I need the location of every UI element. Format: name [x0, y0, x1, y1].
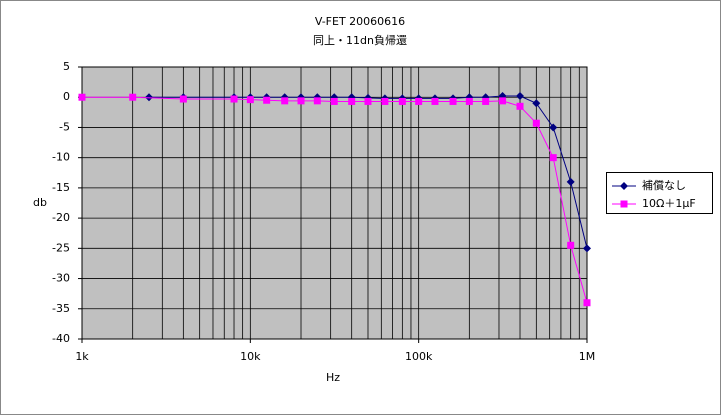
y-tick-label: 0	[63, 90, 70, 103]
marker	[230, 95, 238, 103]
marker	[431, 97, 439, 105]
marker	[566, 177, 575, 186]
marker	[381, 97, 389, 105]
y-tick-label: -5	[59, 120, 70, 133]
marker	[465, 97, 473, 105]
x-tick-label: 1k	[75, 350, 89, 363]
marker	[129, 93, 137, 101]
marker	[532, 99, 541, 108]
x-axis-label: Hz	[326, 371, 340, 384]
marker	[398, 97, 406, 105]
y-tick-label: -40	[52, 332, 70, 345]
marker	[364, 97, 372, 105]
marker	[567, 241, 575, 249]
marker	[263, 96, 271, 104]
y-tick-label: -10	[52, 151, 70, 164]
y-axis-label: db	[33, 196, 47, 209]
chart-title: V-FET 20060616	[315, 15, 405, 28]
legend-label: 補償なし	[642, 178, 686, 192]
marker	[313, 97, 321, 105]
x-tick-label: 10k	[240, 350, 261, 363]
y-tick-label: -35	[52, 302, 70, 315]
marker	[144, 93, 153, 102]
marker	[549, 123, 558, 132]
marker	[78, 93, 86, 101]
legend-label: 10Ω＋1μF	[642, 197, 696, 210]
marker	[415, 97, 423, 105]
x-tick-label: 100k	[405, 350, 433, 363]
marker	[549, 154, 557, 162]
marker	[348, 97, 356, 105]
plot-border	[81, 66, 588, 340]
y-tick-label: -25	[52, 241, 70, 254]
marker	[583, 244, 591, 253]
y-tick-label: -20	[52, 211, 70, 224]
plot-area	[82, 67, 587, 339]
marker	[516, 92, 525, 101]
marker	[449, 97, 457, 105]
y-tick-label: 5	[63, 60, 70, 73]
marker	[499, 97, 507, 105]
chart-subtitle: 同上・11dn負帰還	[313, 34, 407, 47]
marker	[482, 97, 490, 105]
y-tick-label: -30	[52, 272, 70, 285]
marker	[330, 97, 338, 105]
marker	[281, 97, 289, 105]
marker	[297, 97, 305, 105]
marker	[246, 96, 254, 104]
x-tick-label: 1M	[579, 350, 596, 363]
y-tick-label: -15	[52, 181, 70, 194]
legend-marker	[620, 182, 628, 190]
legend-marker	[620, 200, 628, 208]
marker	[583, 299, 591, 307]
marker	[532, 119, 540, 127]
marker	[516, 102, 524, 110]
marker	[179, 95, 187, 103]
